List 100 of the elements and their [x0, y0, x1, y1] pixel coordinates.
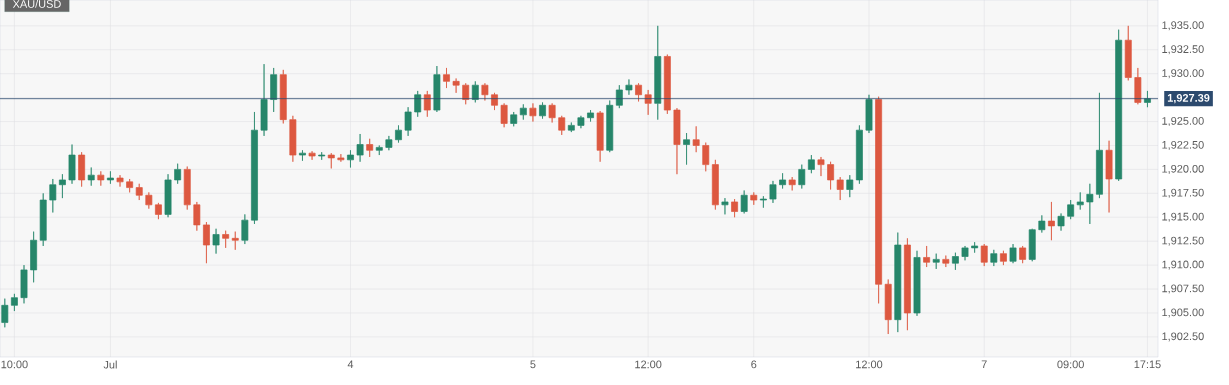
candlestick	[58, 173, 66, 199]
candlestick	[443, 67, 450, 89]
y-tick-label: 1,920.00	[1162, 164, 1204, 174]
candlestick	[116, 174, 124, 187]
candlestick	[615, 84, 623, 109]
y-tick-label: 1,915.00	[1162, 212, 1204, 222]
candlestick	[913, 250, 921, 317]
candlestick	[817, 156, 825, 177]
candlestick	[462, 82, 470, 105]
candlestick	[702, 142, 710, 172]
candlestick	[1134, 67, 1142, 105]
x-tick-label: 10:00	[1, 360, 28, 369]
candlestick	[731, 198, 738, 218]
candlestick	[279, 69, 287, 124]
y-tick-label: 1,905.00	[1162, 308, 1204, 318]
candlestick	[855, 125, 863, 185]
candlestick	[606, 100, 614, 153]
candlestick	[558, 115, 566, 136]
candlestick	[721, 197, 729, 215]
candlestick	[1086, 183, 1094, 225]
y-tick-label: 1,922.50	[1162, 140, 1204, 151]
candlestick	[97, 170, 105, 187]
candlestick	[779, 172, 786, 189]
candlestick	[20, 264, 28, 304]
candlestick	[107, 170, 114, 185]
candlestick	[827, 161, 835, 190]
x-tick-label: 5	[530, 360, 536, 369]
y-tick-label: 1,902.50	[1162, 332, 1204, 342]
candlestick	[663, 54, 671, 115]
candlestick	[49, 178, 57, 213]
candlestick	[836, 176, 844, 201]
candlestick	[1067, 199, 1075, 220]
candlestick	[356, 133, 364, 163]
candlestick	[10, 293, 18, 312]
candlestick	[174, 163, 182, 185]
candlestick	[788, 176, 796, 191]
candlestick	[337, 153, 345, 163]
candlestick	[635, 82, 642, 102]
candlestick	[769, 180, 777, 204]
chart-title: XAU/USD	[12, 0, 61, 8]
candlestick	[759, 195, 767, 209]
candlestick	[347, 149, 354, 168]
candlestick	[251, 111, 258, 225]
candlestick	[155, 202, 162, 220]
ref-line-label: 1,927.39	[1167, 94, 1210, 104]
candlestick	[135, 183, 143, 201]
candlestick	[529, 103, 537, 122]
candlestick	[327, 152, 335, 169]
candlestick	[1124, 25, 1132, 81]
x-tick-label: Jul	[103, 360, 117, 369]
candlestick	[1048, 201, 1055, 241]
y-tick-label: 1,917.50	[1162, 188, 1204, 198]
candlestick	[683, 132, 690, 165]
candlestick	[1009, 243, 1017, 264]
candlestick	[865, 94, 873, 134]
candlestick	[510, 111, 518, 127]
candlestick	[539, 102, 546, 120]
y-tick-label: 1,925.00	[1162, 117, 1204, 127]
candlestick	[231, 231, 239, 251]
candlestick	[932, 253, 940, 270]
candlestick	[980, 243, 988, 267]
x-tick-label: 17:15	[1134, 360, 1161, 369]
candlestick	[750, 192, 758, 206]
candlestick	[1057, 213, 1065, 232]
candlestick	[260, 63, 268, 137]
x-tick-label: 7	[981, 360, 987, 369]
candlestick	[318, 151, 326, 161]
candlestick	[375, 145, 383, 156]
candlestick	[961, 245, 969, 261]
candlestick	[78, 151, 86, 187]
y-tick-label: 1,932.50	[1162, 45, 1204, 55]
candlestick	[587, 109, 594, 122]
candlestick	[385, 135, 393, 151]
candlestick	[1144, 90, 1151, 108]
candlestick	[164, 173, 172, 218]
candlestick	[846, 174, 854, 198]
x-tick-label: 12:00	[635, 360, 662, 369]
candlestick	[1038, 215, 1046, 233]
candlestick	[807, 154, 815, 174]
candlestick	[596, 110, 604, 163]
candlestick	[30, 231, 38, 283]
candlestick	[395, 125, 402, 143]
candlestick	[692, 125, 700, 153]
candlestick	[971, 241, 979, 254]
candlestick	[1000, 250, 1007, 266]
candlestick	[433, 65, 441, 113]
candlestick	[193, 201, 201, 232]
candlestick	[452, 78, 460, 94]
x-tick-label: 12:00	[856, 360, 883, 369]
candlestick	[241, 214, 249, 245]
candlestick	[87, 167, 95, 187]
y-tick-label: 1,910.00	[1162, 260, 1204, 270]
candlestick	[1028, 228, 1036, 262]
candlestick	[903, 237, 911, 331]
candlestick	[711, 159, 719, 210]
y-tick-label: 1,930.00	[1162, 69, 1204, 79]
x-tick-label: 6	[751, 360, 757, 369]
candlestick	[471, 81, 479, 103]
candlestick	[183, 166, 191, 210]
y-tick-label: 1,935.00	[1162, 21, 1204, 31]
